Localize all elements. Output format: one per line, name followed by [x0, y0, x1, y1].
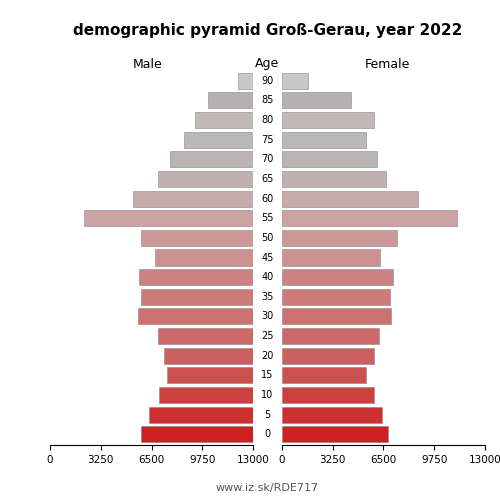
Bar	[282, 112, 374, 128]
Bar	[282, 269, 393, 285]
Bar	[168, 368, 254, 384]
Text: 25: 25	[261, 331, 274, 341]
Bar	[140, 426, 254, 442]
Text: 0: 0	[264, 429, 270, 439]
Text: 40: 40	[262, 272, 274, 282]
Bar	[282, 230, 398, 246]
Bar	[282, 210, 457, 226]
Bar	[282, 288, 390, 305]
Text: 90: 90	[262, 76, 274, 86]
Bar	[158, 328, 254, 344]
Bar	[282, 368, 366, 384]
Text: 65: 65	[262, 174, 274, 184]
Text: Female: Female	[365, 58, 410, 70]
Bar	[139, 269, 254, 285]
Text: Age: Age	[256, 58, 280, 70]
Bar	[140, 288, 254, 305]
Text: 60: 60	[262, 194, 274, 203]
Text: demographic pyramid Groß-Gerau, year 2022: demographic pyramid Groß-Gerau, year 202…	[73, 22, 462, 38]
Bar	[282, 132, 366, 148]
Text: www.iz.sk/RDE717: www.iz.sk/RDE717	[216, 482, 319, 492]
Bar	[140, 230, 254, 246]
Bar	[282, 387, 374, 403]
Bar	[184, 132, 254, 148]
Text: 30: 30	[262, 312, 274, 322]
Bar	[282, 426, 388, 442]
Bar	[84, 210, 253, 226]
Bar	[282, 152, 377, 168]
Bar	[138, 308, 254, 324]
Text: 85: 85	[262, 96, 274, 106]
Bar	[160, 387, 254, 403]
Text: 80: 80	[262, 115, 274, 125]
Bar	[155, 250, 254, 266]
Text: 55: 55	[261, 213, 274, 223]
Text: 45: 45	[262, 252, 274, 262]
Bar	[208, 92, 254, 108]
Bar	[282, 348, 374, 364]
Bar	[282, 171, 387, 187]
Text: 70: 70	[262, 154, 274, 164]
Bar	[238, 72, 254, 89]
Bar	[282, 250, 380, 266]
Bar	[282, 328, 378, 344]
Bar	[133, 190, 254, 206]
Text: Male: Male	[132, 58, 162, 70]
Text: 10: 10	[262, 390, 274, 400]
Text: 5: 5	[264, 410, 270, 420]
Bar	[158, 171, 254, 187]
Text: 35: 35	[262, 292, 274, 302]
Bar	[282, 190, 418, 206]
Bar	[282, 92, 350, 108]
Bar	[282, 308, 391, 324]
Bar	[164, 348, 254, 364]
Bar	[282, 72, 308, 89]
Bar	[170, 152, 254, 168]
Text: 15: 15	[262, 370, 274, 380]
Bar	[148, 406, 254, 422]
Text: 75: 75	[261, 134, 274, 144]
Text: 20: 20	[262, 350, 274, 360]
Text: 50: 50	[262, 233, 274, 243]
Bar	[282, 406, 382, 422]
Bar	[196, 112, 254, 128]
